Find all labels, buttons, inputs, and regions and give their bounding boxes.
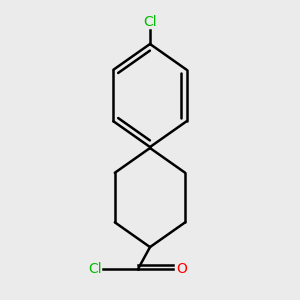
Text: Cl: Cl <box>88 262 101 276</box>
Text: Cl: Cl <box>143 15 157 29</box>
Text: O: O <box>177 262 188 276</box>
